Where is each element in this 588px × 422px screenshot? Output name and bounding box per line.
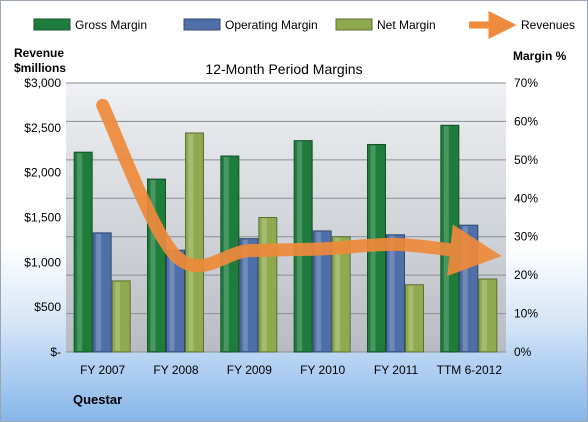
legend-swatch — [183, 18, 221, 31]
left-axis-tick-label: $500 — [34, 300, 61, 314]
bar — [386, 234, 405, 353]
legend-swatch — [335, 18, 373, 31]
bar-body — [73, 151, 93, 353]
bar — [459, 224, 479, 353]
bar — [331, 236, 351, 353]
x-axis-tick-label: TTM 6-2012 — [437, 363, 503, 377]
right-axis-tick-label: 0% — [514, 345, 532, 359]
bar — [73, 151, 93, 353]
bar-highlight — [443, 126, 449, 352]
company-label: Questar — [73, 392, 122, 407]
revenue-line — [96, 98, 502, 277]
chart-title: 12-Month Period Margins — [205, 61, 362, 77]
bar-highlight — [150, 180, 156, 351]
bar-highlight — [96, 233, 102, 351]
bar — [312, 230, 332, 353]
right-axis-tick-label: 50% — [514, 153, 538, 167]
x-axis-tick-label: FY 2009 — [227, 363, 272, 377]
bar-body — [111, 280, 131, 353]
bar-body — [185, 132, 204, 353]
bar — [92, 232, 112, 353]
x-axis-tick-label: FY 2007 — [80, 363, 125, 377]
bar — [405, 284, 424, 353]
left-axis-tick-label: $3,000 — [24, 76, 61, 90]
revenue-line-path — [96, 98, 502, 277]
bar — [166, 249, 185, 353]
left-axis-tick-label: $1,500 — [24, 211, 61, 225]
legend-label: Revenues — [521, 18, 575, 32]
right-axis-tick-label: 40% — [514, 191, 538, 205]
x-axis-tick-label: FY 2011 — [374, 363, 419, 377]
bar-highlight — [316, 231, 322, 351]
bar-highlight — [408, 285, 414, 351]
right-axis-tick-label: 10% — [514, 307, 538, 321]
bar-body — [386, 234, 405, 353]
legend-item: Gross Margin — [33, 18, 147, 32]
x-axis-tick-label: FY 2008 — [153, 363, 198, 377]
bar-highlight — [115, 281, 121, 351]
plot-area — [66, 83, 506, 352]
bar — [111, 280, 131, 353]
right-axis-tick-label: 70% — [514, 76, 538, 90]
left-axis-tick-label: $- — [50, 345, 61, 359]
bar-highlight — [389, 235, 395, 351]
bar-highlight — [335, 237, 341, 351]
legend-item: Operating Margin — [183, 18, 318, 32]
legend-item: Revenues — [469, 11, 575, 39]
bar-body — [459, 224, 479, 353]
bars — [73, 124, 498, 353]
bar-highlight — [169, 251, 175, 351]
bar — [258, 217, 278, 353]
bar-highlight — [242, 239, 248, 351]
left-axis-tick-label: $2,000 — [24, 166, 61, 180]
bar-highlight — [462, 226, 468, 351]
left-axis-title-line-2: $millions — [14, 61, 66, 75]
left-axis-tick-label: $2,500 — [24, 121, 61, 135]
bar-highlight — [188, 133, 194, 351]
legend-swatch — [33, 18, 71, 31]
bar — [440, 124, 460, 353]
bar-body — [258, 217, 278, 353]
bar-body — [478, 278, 498, 353]
bar-highlight — [261, 218, 267, 351]
left-axis-title-line-1: Revenue — [14, 46, 64, 60]
bar-highlight — [77, 153, 83, 351]
legend-label: Net Margin — [377, 18, 436, 32]
legend-label: Gross Margin — [75, 18, 147, 32]
bar — [185, 132, 204, 353]
bar — [239, 238, 259, 353]
right-axis-tick-label: 20% — [514, 268, 538, 282]
axes: $- $500 $1,000 $1,500 $2,000 $2,500 $3,000 0% 10… — [24, 76, 538, 377]
bar-body — [405, 284, 424, 353]
right-axis-tick-label: 60% — [514, 114, 538, 128]
left-axis-tick-label: $1,000 — [24, 255, 61, 269]
legend-item: Net Margin — [335, 18, 436, 32]
bar-body — [92, 232, 112, 353]
bar — [478, 278, 498, 353]
legend-label: Operating Margin — [225, 18, 318, 32]
bar-highlight — [481, 279, 487, 351]
legend: Gross Margin Operating Margin Net Margin Re… — [33, 11, 575, 39]
bar-body — [440, 124, 460, 353]
right-axis-title: Margin % — [513, 49, 567, 63]
x-axis-tick-label: FY 2010 — [300, 363, 345, 377]
right-axis-tick-label: 30% — [514, 230, 538, 244]
